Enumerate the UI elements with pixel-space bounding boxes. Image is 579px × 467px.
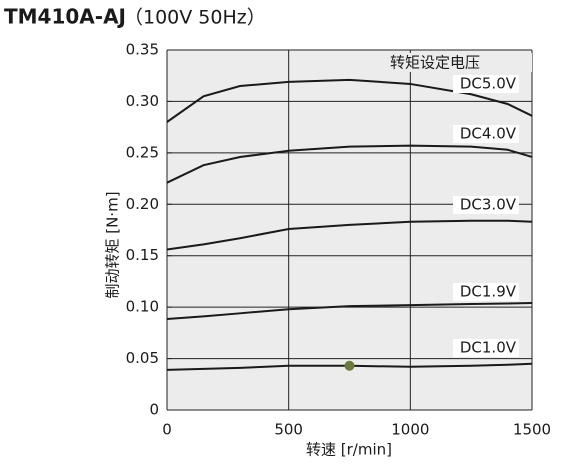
y-tick-label: 0.15: [126, 246, 159, 264]
label-background: [453, 283, 519, 301]
x-tick-label: 0: [162, 421, 172, 439]
series-line: [166, 144, 533, 184]
series-label: DC4.0V: [460, 125, 517, 143]
legend-title: 转矩设定电压: [390, 54, 480, 72]
series-label: DC1.0V: [460, 339, 517, 357]
y-tick-label: 0.10: [126, 298, 159, 316]
y-tick-label: 0.20: [126, 195, 159, 213]
y-tick-label: 0.25: [126, 143, 159, 161]
legend-title-background: [388, 53, 532, 72]
x-tick-label: 1500: [513, 421, 551, 439]
x-axis-label: 转速 [r/min]: [306, 441, 392, 459]
y-axis-label: 制动转矩 [N·m]: [104, 191, 122, 298]
chart-subtitle: （100V 50Hz）: [124, 7, 266, 29]
series-label: DC3.0V: [460, 196, 517, 214]
x-tick-label: 500: [274, 421, 303, 439]
y-tick-label: 0: [149, 401, 159, 419]
series-label: DC1.9V: [460, 283, 517, 301]
y-tick-label: 0.05: [126, 349, 159, 367]
series-line: [166, 302, 533, 320]
series-label: DC5.0V: [460, 75, 517, 93]
point-marker: [344, 360, 355, 371]
y-tick-label: 0.35: [126, 41, 159, 59]
label-background: [453, 196, 519, 214]
label-background: [453, 75, 519, 93]
series-line: [166, 219, 533, 251]
label-background: [453, 125, 519, 143]
label-background: [453, 339, 519, 357]
chart-title: TM410A-AJ: [4, 5, 126, 29]
y-tick-label: 0.30: [126, 92, 159, 110]
x-tick-label: 1000: [391, 421, 429, 439]
series-line: [166, 78, 533, 123]
